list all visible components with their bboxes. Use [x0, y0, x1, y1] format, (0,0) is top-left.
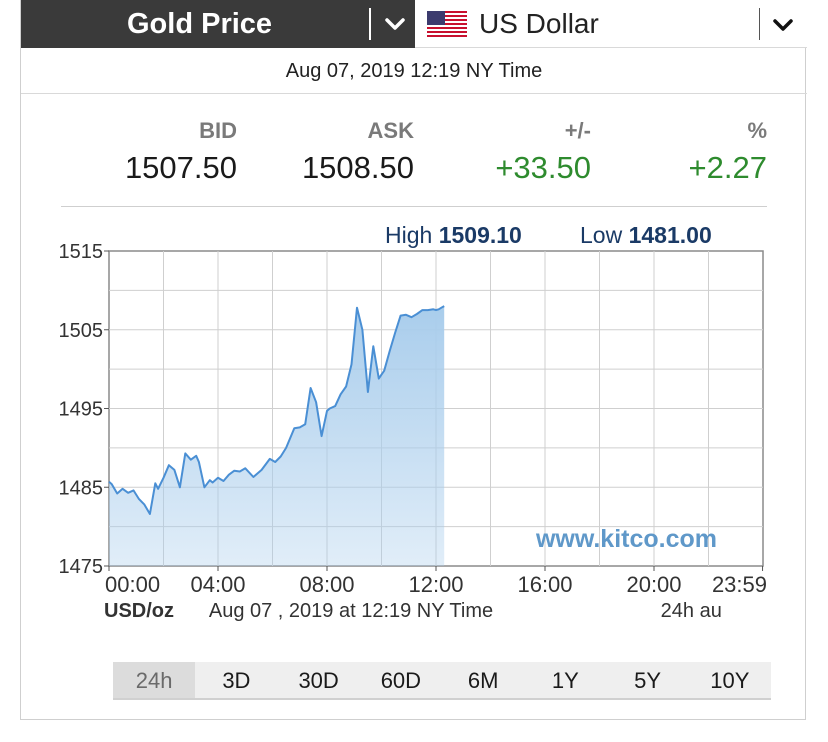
- x-tick-label: 12:00: [408, 572, 463, 597]
- chevron-down-icon[interactable]: [379, 8, 411, 40]
- percent-value: +2.27: [688, 150, 767, 185]
- x-tick-label: 08:00: [299, 572, 354, 597]
- currency-divider: [759, 8, 760, 40]
- currency-label: US Dollar: [479, 8, 599, 39]
- high-label: High: [385, 222, 433, 248]
- bid-value: 1507.50: [124, 150, 237, 185]
- currency-selector[interactable]: US Dollar: [415, 0, 807, 48]
- low-value: 1481.00: [628, 222, 712, 248]
- high-value: 1509.10: [438, 222, 522, 248]
- x-tick-label: 00:00: [105, 572, 160, 597]
- quote-timestamp: Aug 07, 2019 12:19 NY Time: [21, 48, 807, 94]
- tab-24h[interactable]: 24h: [113, 662, 196, 698]
- x-tick-label: 20:00: [626, 572, 681, 597]
- widget-header: Gold Price US Dollar: [21, 0, 807, 48]
- chart-footer-date: Aug 07 , 2019 at 12:19 NY Time: [209, 600, 493, 622]
- low-label: Low: [580, 222, 623, 248]
- tab-60d[interactable]: 60D: [380, 668, 422, 693]
- tab-30d[interactable]: 30D: [298, 668, 339, 693]
- widget-title: Gold Price: [127, 8, 273, 40]
- y-tick-label: 1495: [59, 399, 104, 421]
- x-tick-label: 16:00: [517, 572, 572, 597]
- y-tick-label: 1475: [59, 556, 104, 578]
- low-readout: Low 1481.00: [580, 222, 712, 249]
- y-tick-label: 1505: [59, 320, 104, 342]
- chart-footer-range: 24h au: [661, 600, 722, 622]
- selector-divider: [369, 8, 371, 40]
- change-header: +/-: [564, 118, 591, 143]
- y-tick-label: 1485: [59, 477, 104, 499]
- metal-selector[interactable]: Gold Price: [21, 0, 415, 48]
- tab-6m[interactable]: 6M: [467, 668, 499, 693]
- chevron-down-icon[interactable]: [767, 10, 799, 40]
- change-value: +33.50: [495, 150, 591, 185]
- unit-label: USD/oz: [104, 600, 174, 622]
- divider: [61, 206, 767, 207]
- y-tick-label: 1515: [59, 241, 104, 263]
- x-tick-label: 04:00: [190, 572, 245, 597]
- price-line: [108, 305, 445, 515]
- high-readout: High 1509.10: [385, 222, 522, 249]
- us-flag-icon: [427, 11, 467, 37]
- range-tabs: 24h 3D 30D 60D 6M 1Y 5Y 10Y: [113, 662, 771, 700]
- price-area: [109, 306, 445, 566]
- watermark: www.kitco.com: [535, 525, 717, 553]
- tab-1y[interactable]: 1Y: [551, 668, 579, 693]
- bid-header: BID: [199, 118, 237, 143]
- tab-10y[interactable]: 10Y: [710, 668, 750, 693]
- tab-3d[interactable]: 3D: [222, 668, 251, 693]
- gold-price-widget: Gold Price US Dollar: [20, 0, 807, 720]
- ask-value: 1508.50: [301, 150, 414, 185]
- x-tick-label: 23:59: [712, 572, 767, 597]
- percent-header: %: [747, 118, 767, 143]
- tab-5y[interactable]: 5Y: [634, 668, 662, 693]
- ask-header: ASK: [367, 118, 414, 143]
